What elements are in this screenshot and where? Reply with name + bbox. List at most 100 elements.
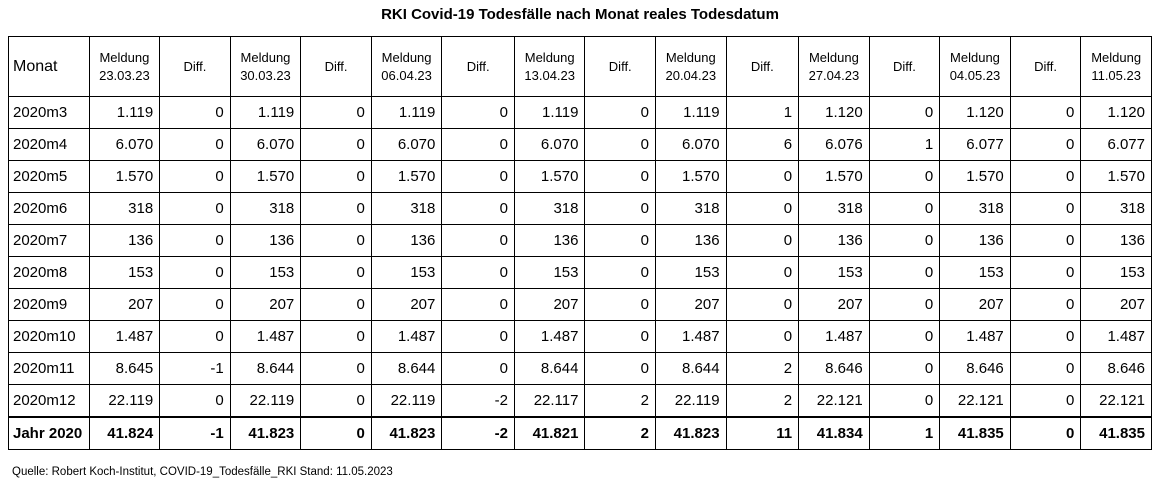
- column-header-meldung: Meldung 20.04.23: [655, 36, 727, 97]
- meldung-cell: 8.645: [88, 352, 161, 385]
- meldung-cell: 207: [655, 288, 727, 321]
- meldung-cell: 1.120: [1080, 96, 1152, 129]
- diff-cell: -2: [441, 384, 515, 418]
- diff-cell: 0: [300, 416, 372, 450]
- meldung-cell: 22.119: [370, 384, 443, 418]
- column-header-meldung: Meldung 27.04.23: [798, 36, 870, 97]
- meldung-cell: 136: [1080, 224, 1152, 257]
- meldung-cell: 1.120: [798, 96, 870, 129]
- meldung-cell: 318: [370, 192, 443, 225]
- header-date: 06.04.23: [381, 67, 432, 83]
- diff-cell: 0: [584, 352, 657, 385]
- header-date: 11.05.23: [1091, 67, 1141, 83]
- diff-cell: 0: [300, 192, 372, 225]
- meldung-cell: 1.119: [229, 96, 302, 129]
- meldung-cell: 1.570: [655, 160, 727, 193]
- header-label: Meldung: [950, 49, 1000, 65]
- column-header-diff: Diff.: [725, 36, 800, 97]
- diff-cell: 0: [441, 160, 515, 193]
- meldung-cell: 207: [513, 288, 586, 321]
- meldung-cell: 318: [88, 192, 161, 225]
- meldung-cell: 318: [1080, 192, 1152, 225]
- meldung-cell: 207: [370, 288, 443, 321]
- diff-cell: 0: [300, 96, 372, 129]
- meldung-cell: 1.487: [370, 320, 443, 353]
- column-header-meldung: Meldung 30.03.23: [229, 36, 302, 97]
- diff-cell: 0: [441, 192, 515, 225]
- diff-cell: 0: [159, 256, 231, 289]
- diff-cell: 0: [441, 288, 515, 321]
- diff-cell: 0: [441, 256, 515, 289]
- row-label: 2020m4: [8, 128, 90, 161]
- diff-cell: 0: [300, 256, 372, 289]
- diff-cell: 0: [584, 320, 657, 353]
- meldung-cell: 22.121: [798, 384, 870, 418]
- table-body: 2020m3 1.119 0 1.119 0 1.119 0 1.119 0 1.119 1 1.12…: [8, 96, 1152, 450]
- meldung-cell: 6.077: [939, 128, 1011, 161]
- meldung-cell: 207: [939, 288, 1011, 321]
- diff-cell: 0: [300, 352, 372, 385]
- header-row: Monat Meldung 23.03.23 Diff. Meldung 30.03.23…: [8, 36, 1152, 97]
- column-header-diff: Diff.: [1009, 36, 1082, 97]
- meldung-cell: 1.570: [513, 160, 586, 193]
- meldung-cell: 1.487: [88, 320, 161, 353]
- meldung-cell: 153: [1080, 256, 1152, 289]
- row-label: 2020m3: [8, 96, 90, 129]
- header-label: Diff.: [608, 58, 632, 74]
- table-row: 2020m11 8.645 -1 8.644 0 8.644 0 8.644 0 8.644 2 8.…: [8, 352, 1152, 385]
- meldung-cell: 136: [939, 224, 1011, 257]
- meldung-cell: 1.570: [88, 160, 161, 193]
- meldung-cell: 153: [798, 256, 870, 289]
- diff-cell: 0: [584, 224, 657, 257]
- diff-cell: 0: [441, 352, 515, 385]
- diff-cell: 1: [725, 96, 800, 129]
- meldung-cell: 1.120: [939, 96, 1011, 129]
- meldung-cell: 22.117: [513, 384, 586, 418]
- meldung-cell: 318: [655, 192, 727, 225]
- diff-cell: 0: [1009, 128, 1082, 161]
- diff-cell: 0: [584, 192, 657, 225]
- meldung-cell: 136: [88, 224, 161, 257]
- header-label: Meldung: [1091, 49, 1142, 65]
- header-date: 04.05.23: [949, 67, 1001, 83]
- meldung-cell: 1.487: [229, 320, 302, 353]
- meldung-cell: 8.644: [229, 352, 302, 385]
- diff-cell: 2: [584, 384, 657, 418]
- diff-cell: 0: [159, 288, 231, 321]
- diff-cell: 0: [584, 96, 657, 129]
- diff-cell: 0: [159, 384, 231, 418]
- diff-cell: 0: [725, 160, 800, 193]
- column-header-meldung: Meldung 23.03.23: [88, 36, 161, 97]
- meldung-cell: 41.824: [88, 416, 161, 450]
- meldung-cell: 153: [370, 256, 443, 289]
- meldung-cell: 22.121: [939, 384, 1011, 418]
- meldung-cell: 1.487: [1080, 320, 1152, 353]
- diff-cell: 0: [868, 96, 941, 129]
- row-label: 2020m10: [8, 320, 90, 353]
- meldung-cell: 318: [939, 192, 1011, 225]
- diff-cell: 6: [725, 128, 800, 161]
- row-label: 2020m12: [8, 384, 90, 418]
- diff-cell: 2: [725, 384, 800, 418]
- diff-cell: 0: [868, 352, 941, 385]
- diff-cell: 0: [584, 128, 657, 161]
- meldung-cell: 41.834: [798, 416, 870, 450]
- meldung-cell: 41.823: [370, 416, 443, 450]
- diff-cell: 2: [725, 352, 800, 385]
- diff-cell: 1: [868, 128, 941, 161]
- header-date: 30.03.23: [240, 67, 291, 83]
- diff-cell: 0: [159, 160, 231, 193]
- diff-cell: 0: [441, 224, 515, 257]
- meldung-cell: 153: [655, 256, 727, 289]
- meldung-cell: 153: [229, 256, 302, 289]
- diff-cell: 0: [725, 256, 800, 289]
- header-label: Monat: [13, 57, 58, 75]
- table-row: 2020m6 318 0 318 0 318 0 318 0 318 0 318 0 318 0 318: [8, 192, 1152, 225]
- diff-cell: 0: [725, 224, 800, 257]
- diff-cell: 0: [725, 192, 800, 225]
- meldung-cell: 6.077: [1080, 128, 1152, 161]
- meldung-cell: 1.119: [655, 96, 727, 129]
- diff-cell: 0: [1009, 160, 1082, 193]
- meldung-cell: 136: [370, 224, 443, 257]
- diff-cell: 0: [868, 288, 941, 321]
